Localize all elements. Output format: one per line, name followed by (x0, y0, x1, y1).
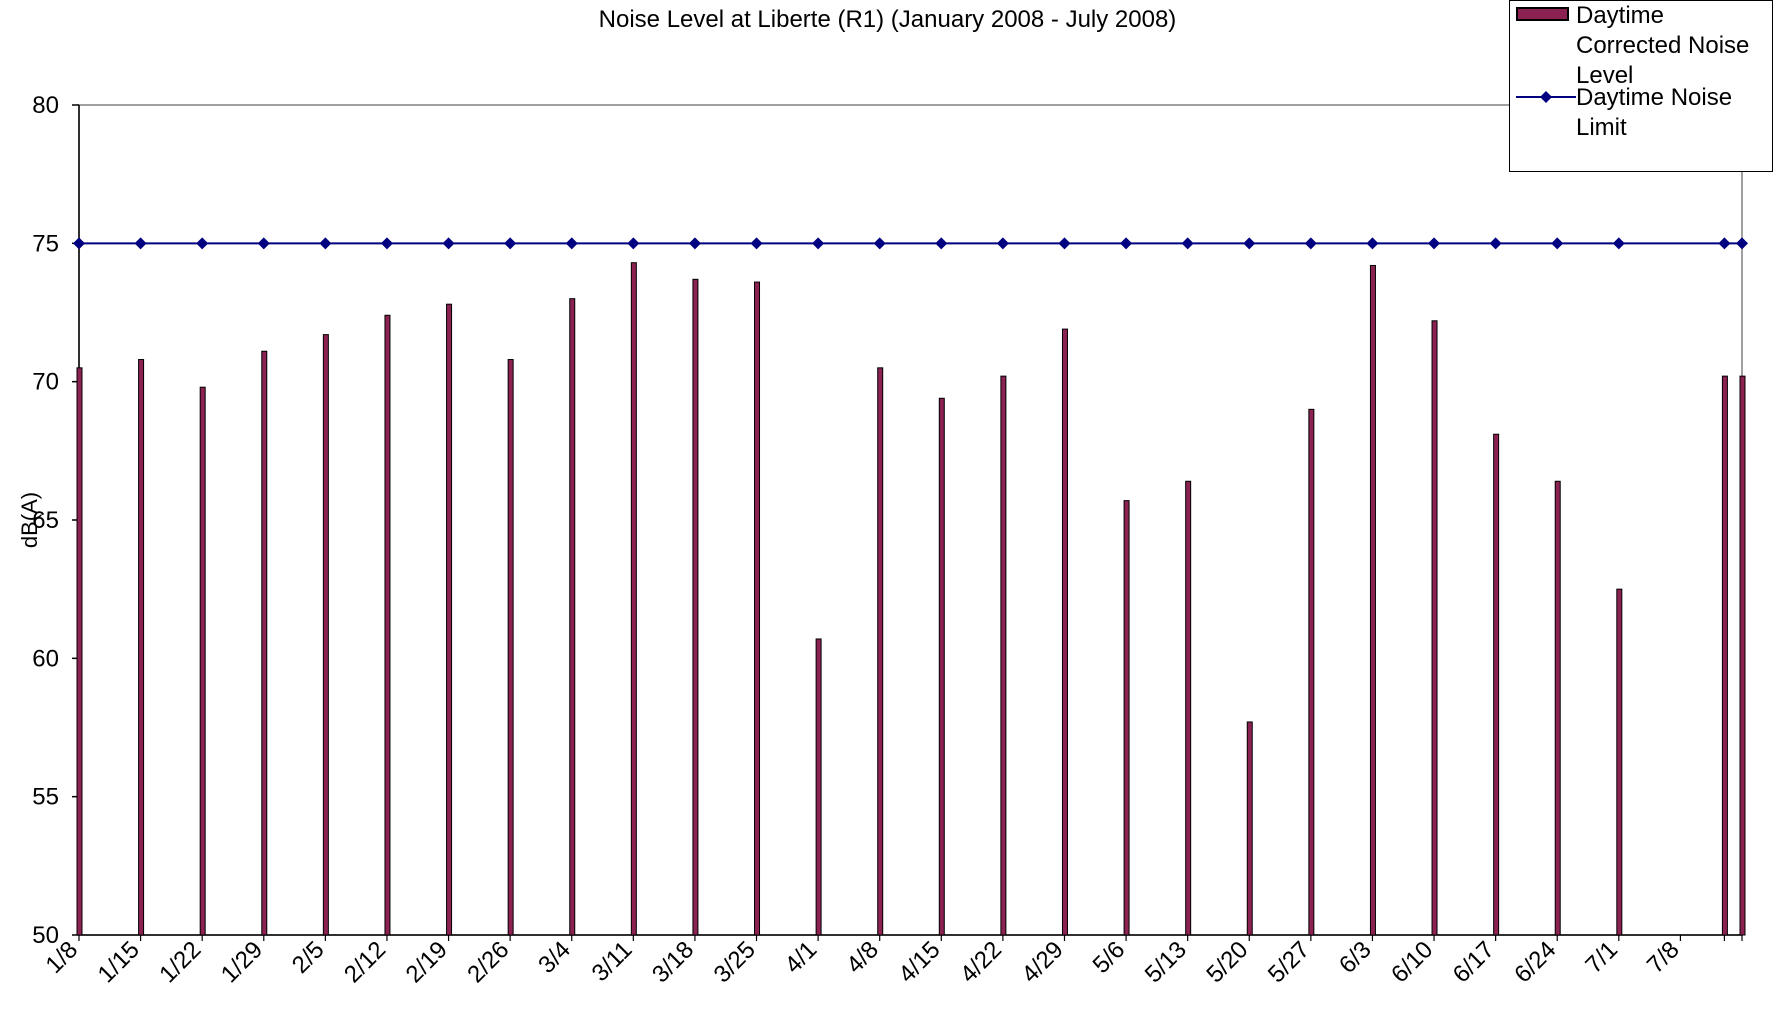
bar (446, 303, 453, 936)
limit-marker (73, 237, 85, 250)
limit-marker (688, 237, 701, 250)
limit-marker (196, 237, 209, 250)
limit-line-series (73, 237, 1748, 250)
bar (76, 367, 83, 936)
x-tick-label: 6/10 (1386, 936, 1438, 988)
limit-marker (257, 237, 270, 250)
limit-marker (1120, 237, 1133, 250)
x-tick-label: 5/13 (1140, 936, 1192, 988)
limit-marker (134, 237, 147, 250)
x-tick-label: 2/19 (401, 936, 453, 988)
bar (1431, 320, 1438, 936)
limit-marker (627, 237, 640, 250)
x-tick-label: 2/12 (339, 936, 391, 988)
x-tick-label: 4/15 (893, 936, 945, 988)
x-tick-label: 4/22 (955, 936, 1007, 988)
limit-marker (380, 237, 393, 250)
bar (877, 367, 884, 936)
x-tick-label: 2/26 (462, 936, 514, 988)
y-tick-label: 60 (32, 645, 59, 672)
bar (261, 350, 268, 936)
chart-axes (72, 104, 1743, 941)
bar (384, 314, 391, 936)
bar-series (76, 262, 1746, 936)
legend-label-bar: Daytime Corrected Noise Level (1576, 2, 1750, 89)
x-tick-label: 5/27 (1263, 936, 1315, 988)
bar (569, 298, 576, 936)
limit-marker (1058, 237, 1071, 250)
limit-marker (1489, 237, 1502, 250)
limit-marker (1551, 237, 1564, 250)
x-tick-label: 4/29 (1017, 936, 1069, 988)
limit-marker (750, 237, 763, 250)
x-tick-label: 1/22 (154, 936, 206, 988)
limit-marker (504, 237, 517, 250)
bar (1246, 721, 1253, 936)
bar (692, 278, 699, 936)
legend-line-swatch (1516, 91, 1576, 103)
limit-marker (1304, 237, 1317, 250)
limit-marker (442, 237, 455, 250)
limit-marker (1366, 237, 1379, 250)
limit-marker (935, 237, 948, 250)
x-tick-label: 3/11 (587, 936, 638, 987)
y-tick-label: 65 (32, 507, 59, 534)
x-tick-label: 1/15 (93, 936, 145, 988)
x-tick-label: 3/4 (533, 936, 576, 979)
legend-bar-swatch (1516, 7, 1569, 21)
limit-marker (1243, 237, 1256, 250)
x-tick-label: 4/8 (841, 936, 884, 979)
bar (1308, 408, 1315, 936)
limit-marker (1181, 237, 1194, 250)
limit-marker (1718, 237, 1731, 250)
x-tick-label: 3/18 (647, 936, 699, 988)
x-tick-label: 5/6 (1088, 936, 1131, 979)
limit-marker (996, 237, 1009, 250)
x-tick-label: 6/17 (1448, 936, 1500, 988)
limit-marker (1428, 237, 1441, 250)
bar (815, 638, 822, 936)
x-tick-label: 5/20 (1201, 936, 1253, 988)
limit-marker (812, 237, 825, 250)
bar (1369, 264, 1376, 936)
bar (630, 262, 637, 936)
limit-marker (565, 237, 578, 250)
x-tick-label: 6/3 (1334, 936, 1377, 979)
limit-marker (1736, 237, 1748, 250)
bar (1739, 375, 1746, 936)
bar (1061, 328, 1068, 936)
bar (1493, 433, 1500, 936)
bar (199, 386, 206, 936)
y-tick-label: 80 (32, 92, 59, 119)
y-tick-label: 70 (32, 369, 59, 396)
x-tick-label: 7/1 (1580, 936, 1623, 979)
bar (507, 359, 514, 936)
limit-marker (1612, 237, 1625, 250)
x-tick-label: 2/5 (287, 936, 330, 979)
bar (1616, 588, 1623, 936)
y-axis-label: dB(A) (17, 491, 42, 549)
x-tick-label: 3/25 (709, 936, 761, 988)
bar (754, 281, 761, 936)
bar (1000, 375, 1007, 936)
bar (322, 334, 329, 936)
bar (1554, 480, 1561, 936)
x-tick-label: 1/29 (216, 936, 268, 988)
legend-label-line: Daytime Noise Limit (1576, 84, 1733, 141)
x-tick-label: 4/1 (780, 936, 823, 979)
y-tick-label: 55 (32, 784, 59, 811)
limit-marker (319, 237, 332, 250)
y-tick-label: 50 (32, 922, 59, 949)
legend: Daytime Corrected Noise Level Daytime No… (1509, 0, 1773, 172)
limit-marker (873, 237, 886, 250)
x-tick-label: 6/24 (1509, 936, 1561, 988)
bar (1123, 500, 1130, 936)
y-tick-label: 75 (32, 230, 59, 257)
bar (138, 359, 145, 936)
bar (938, 397, 945, 936)
bar (1185, 480, 1192, 936)
x-tick-label: 7/8 (1642, 936, 1685, 979)
bar (1721, 375, 1728, 936)
